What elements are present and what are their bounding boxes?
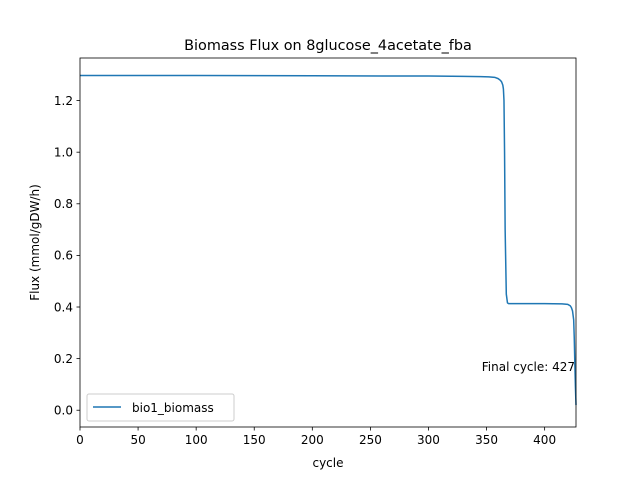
x-tick-label: 0 [76, 433, 84, 447]
x-axis-ticks: 0 50 100 150 200 250 300 350 400 [76, 427, 556, 447]
x-tick-label: 250 [359, 433, 382, 447]
final-cycle-annotation: Final cycle: 427 [482, 360, 575, 374]
x-axis-label: cycle [312, 456, 343, 470]
x-tick-label: 350 [475, 433, 498, 447]
y-tick-label: 1.2 [54, 94, 73, 108]
y-tick-label: 0.6 [54, 249, 73, 263]
y-tick-label: 0.8 [54, 197, 73, 211]
x-tick-label: 50 [130, 433, 145, 447]
series-line-bio1_biomass [80, 74, 577, 406]
y-tick-label: 0.0 [54, 404, 73, 418]
y-tick-label: 0.2 [54, 352, 73, 366]
plot-area-frame [79, 57, 577, 428]
legend: bio1_biomass [86, 393, 235, 422]
series-layer [80, 74, 577, 406]
legend-label: bio1_biomass [132, 401, 214, 415]
y-tick-label: 1.0 [54, 145, 73, 159]
chart-title: Biomass Flux on 8glucose_4acetate_fba [184, 38, 472, 54]
y-axis-label: Flux (mmol/gDW/h) [28, 184, 42, 301]
x-tick-label: 100 [185, 433, 208, 447]
x-tick-label: 200 [301, 433, 324, 447]
x-tick-label: 300 [417, 433, 440, 447]
y-tick-label: 0.4 [54, 300, 73, 314]
legend-box [86, 393, 235, 422]
x-tick-label: 400 [533, 433, 556, 447]
y-axis-ticks: 0.0 0.2 0.4 0.6 0.8 1.0 1.2 [54, 94, 80, 418]
x-tick-label: 150 [243, 433, 266, 447]
